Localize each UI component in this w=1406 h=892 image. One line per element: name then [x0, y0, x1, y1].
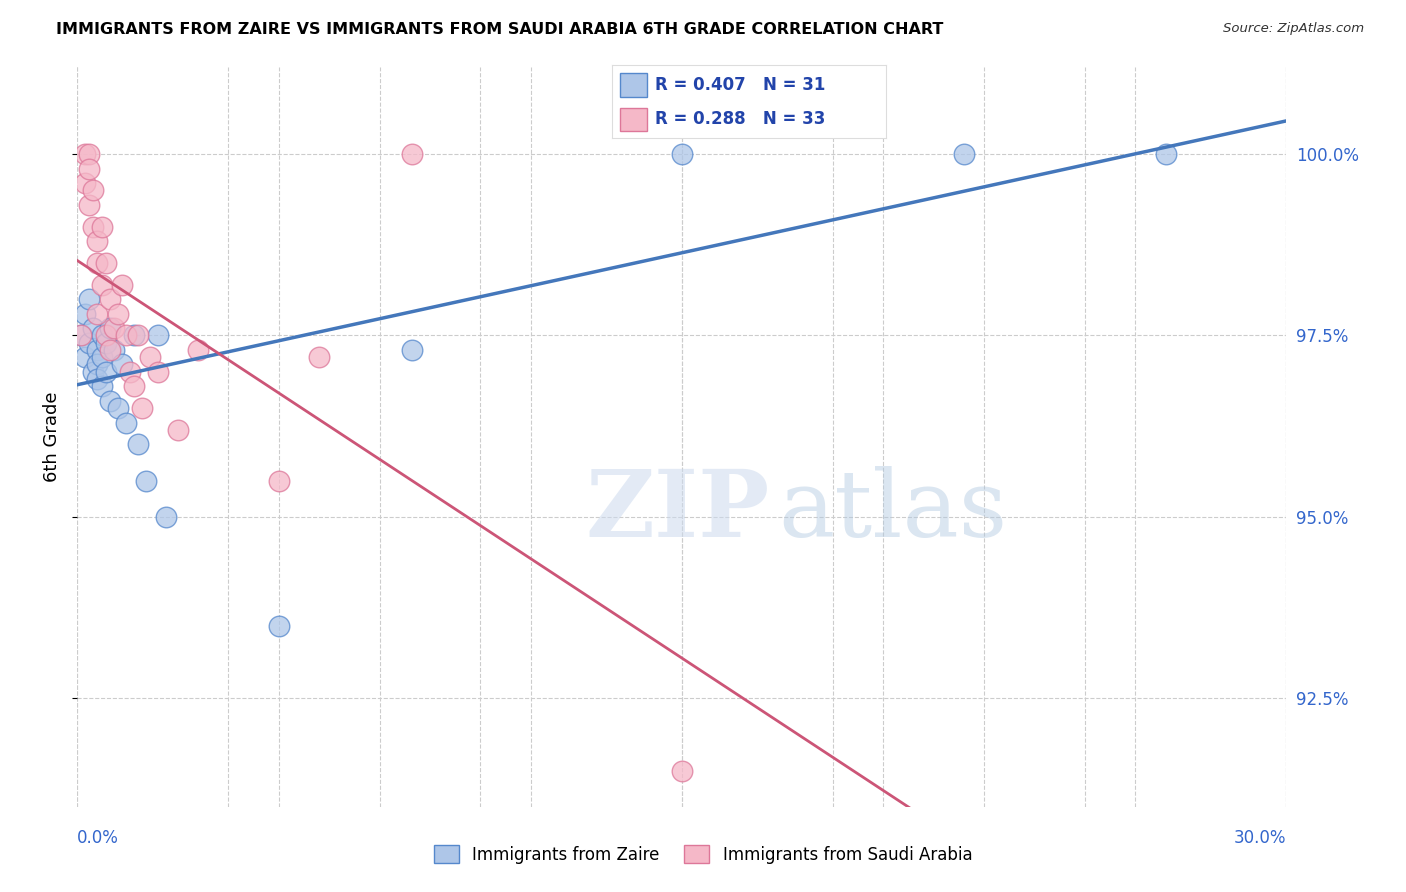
Point [122, 379, 145, 393]
Point [82, 365, 104, 379]
Point [79, 147, 101, 161]
Point [111, 277, 134, 292]
Point [267, 619, 290, 633]
Legend: Immigrants from Zaire, Immigrants from Saudi Arabia: Immigrants from Zaire, Immigrants from S… [427, 838, 979, 871]
Point [82, 183, 104, 197]
Point [671, 147, 693, 161]
Text: atlas: atlas [779, 467, 1008, 556]
Point [118, 365, 141, 379]
Point [98, 343, 121, 357]
Point [90, 350, 112, 364]
Y-axis label: 6th Grade: 6th Grade [44, 392, 62, 483]
Point [86, 256, 108, 270]
Point [98, 292, 121, 306]
Point [90, 277, 112, 292]
Point [122, 328, 145, 343]
Point [94, 365, 117, 379]
Bar [620, 73, 647, 96]
Point [131, 401, 153, 415]
Point [155, 510, 177, 524]
Point [79, 161, 101, 176]
Point [90, 328, 112, 343]
Point [103, 343, 125, 357]
Point [146, 365, 169, 379]
Point [75, 307, 97, 321]
Point [70, 328, 93, 343]
Point [82, 321, 104, 335]
Point [94, 328, 117, 343]
Text: ZIP: ZIP [585, 467, 769, 556]
Point [135, 474, 157, 488]
Point [111, 358, 134, 372]
Point [90, 219, 112, 234]
Point [139, 350, 162, 364]
Point [86, 234, 108, 248]
Point [167, 423, 190, 437]
Point [79, 198, 101, 212]
Point [75, 350, 97, 364]
Point [75, 147, 97, 161]
Point [114, 328, 136, 343]
Bar [620, 108, 647, 131]
Point [94, 256, 117, 270]
Point [98, 393, 121, 408]
Point [82, 219, 104, 234]
Point [187, 343, 209, 357]
Point [103, 321, 125, 335]
Point [90, 379, 112, 393]
Point [86, 343, 108, 357]
Point [70, 328, 93, 343]
Point [127, 328, 149, 343]
Point [308, 350, 330, 364]
Text: R = 0.407   N = 31: R = 0.407 N = 31 [655, 76, 825, 94]
Point [94, 335, 117, 350]
Point [107, 401, 129, 415]
Point [267, 474, 290, 488]
Point [953, 147, 976, 161]
Point [1154, 147, 1177, 161]
Text: Source: ZipAtlas.com: Source: ZipAtlas.com [1223, 22, 1364, 36]
Point [146, 328, 169, 343]
Point [86, 307, 108, 321]
Text: R = 0.288   N = 33: R = 0.288 N = 33 [655, 111, 825, 128]
Point [127, 437, 149, 451]
Point [107, 307, 129, 321]
Point [86, 372, 108, 386]
Point [401, 147, 423, 161]
Text: 30.0%: 30.0% [1234, 829, 1286, 847]
Point [79, 292, 101, 306]
Point [86, 358, 108, 372]
Point [79, 335, 101, 350]
Text: 0.0%: 0.0% [77, 829, 120, 847]
Point [75, 176, 97, 190]
Point [98, 321, 121, 335]
Point [114, 416, 136, 430]
Point [671, 764, 693, 778]
Point [401, 343, 423, 357]
Text: IMMIGRANTS FROM ZAIRE VS IMMIGRANTS FROM SAUDI ARABIA 6TH GRADE CORRELATION CHAR: IMMIGRANTS FROM ZAIRE VS IMMIGRANTS FROM… [56, 22, 943, 37]
